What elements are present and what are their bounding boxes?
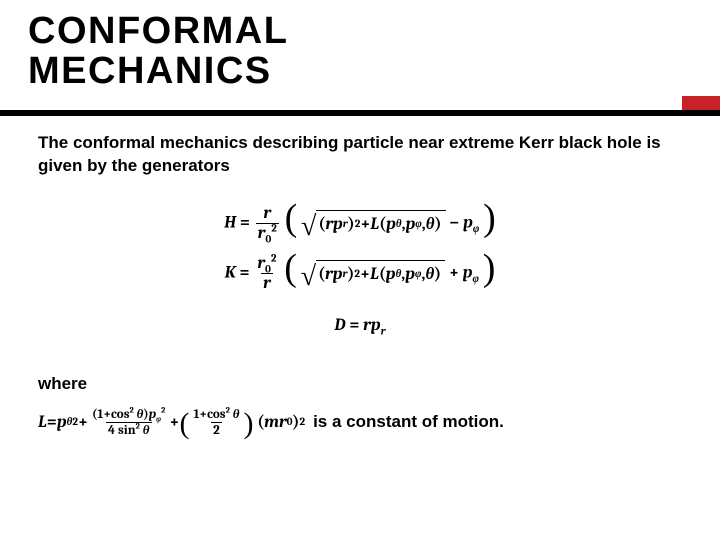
equation-K: K = r02 r ( √ (rpr)2 + L(pθ, pφ, θ) + pφ… xyxy=(38,252,682,296)
equation-H: H = r r02 ( √ (rpr)2 + L(pθ, pφ, θ) − pφ… xyxy=(38,202,682,246)
title-line-1: CONFORMAL xyxy=(28,12,720,52)
where-label: where xyxy=(38,374,682,394)
intro-text: The conformal mechanics describing parti… xyxy=(38,132,682,178)
accent-bar xyxy=(682,96,720,110)
constant-of-motion-text: is a constant of motion. xyxy=(313,412,504,432)
equations-block: H = r r02 ( √ (rpr)2 + L(pθ, pφ, θ) − pφ… xyxy=(38,202,682,348)
equation-D: D = rpr xyxy=(38,304,682,348)
divider-rule xyxy=(0,110,720,116)
equation-L: L = pθ2 + (1+cos2 θ)pφ2 4 sin2 θ + ( 1+c… xyxy=(38,408,682,437)
title-line-2: MECHANICS xyxy=(28,52,720,92)
